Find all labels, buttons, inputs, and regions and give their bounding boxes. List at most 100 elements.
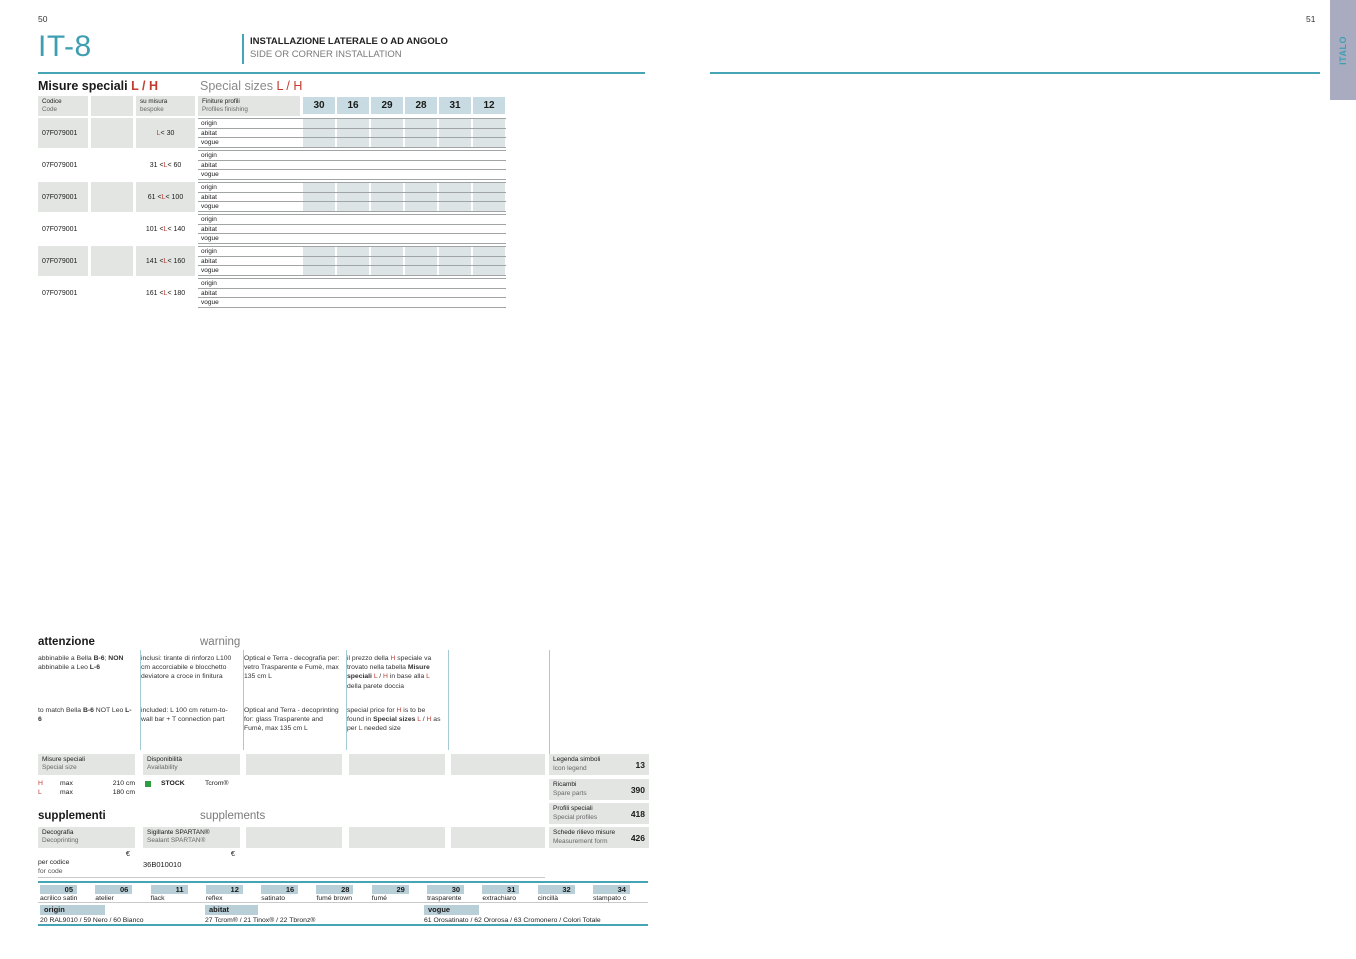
finish-label: vogue [201, 235, 219, 243]
price-cell [473, 151, 505, 160]
finish-legend-item: 05 acrilico satin [40, 885, 95, 902]
finish-code-badge: 16 [261, 885, 299, 894]
code-label-it: Codice [42, 98, 62, 105]
finish-legend-item: 06 atelier [95, 885, 150, 902]
size-range-cell: 61 < L < 100 [136, 182, 195, 212]
price-cell [303, 170, 335, 179]
price-cells [303, 234, 506, 243]
price-cell [371, 151, 403, 160]
reference-spare-parts[interactable]: Ricambi Spare parts 390 [549, 779, 649, 800]
sealant-label-it: Sigillante SPARTAN® [147, 829, 210, 836]
price-cell [439, 170, 471, 179]
side-tab-italo[interactable]: ITALO [1330, 0, 1356, 100]
price-cells [303, 119, 506, 128]
price-cells [303, 279, 506, 288]
price-cell [439, 183, 471, 192]
column-header-empty [91, 96, 133, 116]
special-size-label-en: Special size [42, 764, 77, 772]
finish-legend-item: 11 flack [150, 885, 206, 902]
l-max-label: max [60, 788, 73, 796]
price-cells [303, 247, 506, 256]
price-cell [371, 183, 403, 192]
finish-code-badge: 31 [482, 885, 520, 894]
installation-header: INSTALLAZIONE LATERALE O AD ANGOLO SIDE … [250, 36, 448, 60]
size-range-cell: 161 < L < 180 [145, 289, 186, 297]
price-cell [473, 215, 505, 224]
finish-code-column-header: 28 [405, 97, 437, 114]
warning-note: Optical e Terra - decografia per: vetro … [244, 654, 341, 734]
bespoke-label-it: su misura [140, 98, 168, 105]
empty-header-box [349, 754, 445, 775]
finishing-label-it: Finiture profili [202, 98, 240, 105]
price-cell [337, 266, 369, 276]
finish-label: vogue [201, 171, 219, 179]
price-cells [303, 161, 506, 170]
size-range-cell: L < 30 [136, 118, 195, 148]
price-cell [405, 234, 437, 243]
page-number-left: 50 [38, 14, 48, 24]
finish-code-badge: 34 [592, 885, 630, 894]
column-divider [243, 650, 244, 750]
finish-legend-item: 12 reflex [205, 885, 261, 902]
finish-label: origin [201, 119, 217, 127]
warning-note-en: included: L 100 cm return-to-wall bar + … [141, 707, 228, 724]
finish-subrow-origin: origin [198, 214, 506, 224]
l-axis-label: L [38, 788, 42, 796]
sealant-label-en: Sealant SPARTAN® [147, 837, 206, 845]
series-badge-vogue: vogue [424, 905, 479, 915]
reference-icon-legend[interactable]: Legenda simboli Icon legend 13 [549, 754, 649, 775]
price-cell [405, 138, 437, 148]
price-cell [405, 192, 437, 202]
price-cell [439, 128, 471, 138]
availability-label-en: Availability [147, 764, 178, 772]
special-sizes-heading-en: Special sizes L / H [200, 79, 303, 93]
price-cell [473, 225, 505, 234]
finish-price-cells: origin abitat vogue [198, 150, 506, 181]
price-cell [439, 202, 471, 212]
finish-code-badge: 06 [95, 885, 133, 894]
price-cell [405, 170, 437, 179]
divider-left-page [38, 72, 645, 74]
price-cell [473, 256, 505, 266]
empty-header-box [349, 827, 445, 848]
warning-note: il prezzo della H speciale va trovato ne… [347, 654, 444, 734]
finish-price-cells: origin abitat vogue [198, 182, 506, 213]
finish-code-columns: 30 16 29 28 31 12 [303, 96, 506, 116]
warning-note-en: to match Bella B-6 NOT Leo L-6 [38, 707, 132, 724]
legend-mid-divider [38, 902, 648, 903]
price-cell [337, 183, 369, 192]
price-cell [439, 225, 471, 234]
reference-page: 13 [635, 759, 645, 770]
price-cell [371, 138, 403, 148]
finish-subrow-origin: origin [198, 118, 506, 128]
finish-code-column-header: 31 [439, 97, 471, 114]
price-cell [473, 202, 505, 212]
price-cell [303, 279, 335, 288]
reference-measurement-form[interactable]: Schede rilievo misure Measurement form 42… [549, 827, 649, 848]
finish-name: trasparente [427, 895, 462, 902]
reference-special-profiles[interactable]: Profili speciali Special profiles 418 [549, 803, 649, 824]
table-body: 07F079001 L < 30 origin abitat [38, 118, 506, 309]
price-cell [473, 119, 505, 128]
price-cells [303, 289, 506, 298]
series-origin: origin 20 RAL9010 / 59 Nero / 60 Bianco [40, 905, 144, 924]
finish-subrow-origin: origin [198, 278, 506, 288]
price-cell [439, 289, 471, 298]
finish-price-cells: origin abitat vogue [198, 246, 506, 277]
price-cell [337, 161, 369, 170]
price-cell [371, 289, 403, 298]
empty-cell [91, 150, 133, 180]
finish-code-badge: 11 [150, 885, 188, 894]
empty-header-box [451, 827, 545, 848]
price-cell [303, 266, 335, 276]
finish-subrow-abitat: abitat [198, 127, 506, 138]
finish-label: abitat [201, 193, 217, 201]
page-number-right: 51 [1306, 14, 1316, 24]
finish-subrow-abitat: abitat [198, 191, 506, 202]
finish-legend-item: 29 fumé [371, 885, 427, 902]
price-cell [473, 234, 505, 243]
finish-code-column-header: 12 [473, 97, 505, 114]
finish-name: fumé brown [316, 895, 352, 902]
price-cell [371, 234, 403, 243]
special-sizes-table: Codice Code su misura bespoke Finiture p… [38, 96, 506, 310]
